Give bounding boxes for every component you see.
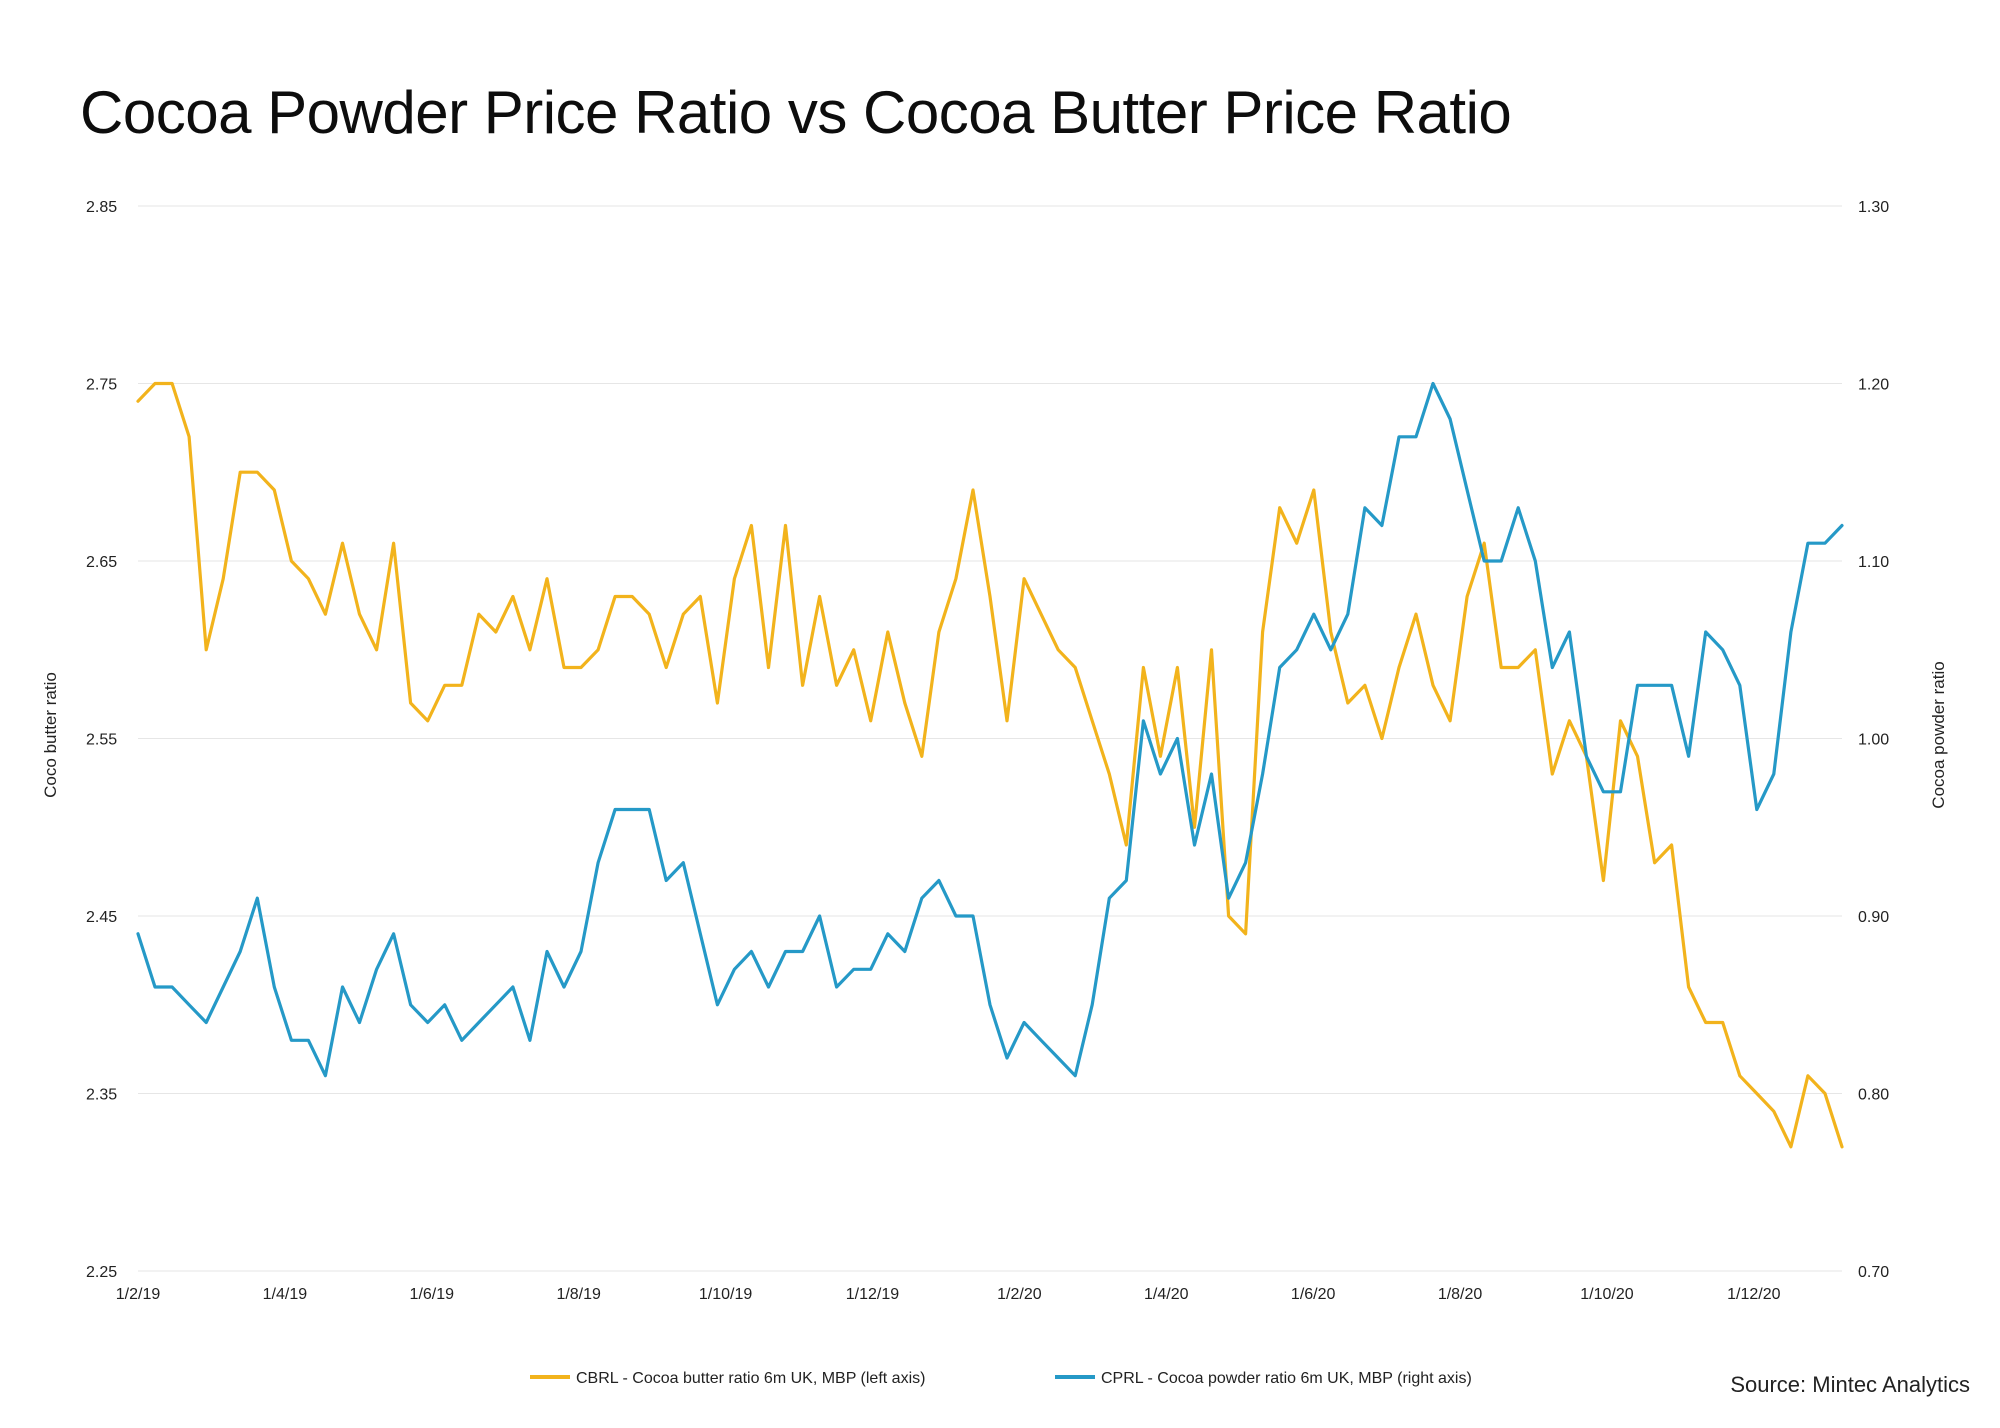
right-tick-label: 1.00	[1858, 732, 1889, 749]
right-tick-label: 0.80	[1858, 1087, 1889, 1104]
left-tick-label: 2.85	[86, 199, 117, 216]
right-tick-label: 0.90	[1858, 909, 1889, 926]
legend-item-powder: CPRL - Cocoa powder ratio 6m UK, MBP (ri…	[1055, 1370, 1472, 1387]
source-note: Source: Mintec Analytics	[1730, 1372, 1970, 1397]
x-tick-label: 1/6/20	[1291, 1286, 1336, 1303]
left-tick-label: 2.35	[86, 1087, 117, 1104]
left-tick-label: 2.75	[86, 377, 117, 394]
legend-item-butter: CBRL - Cocoa butter ratio 6m UK, MBP (le…	[530, 1370, 925, 1387]
series-line-cocoa-butter	[136, 381, 1844, 1149]
series-line-cocoa-powder	[136, 381, 1844, 1078]
left-tick-label: 2.45	[86, 909, 117, 926]
x-tick-label: 1/12/20	[1727, 1286, 1780, 1303]
left-tick-label: 2.25	[86, 1264, 117, 1281]
legend-label-butter: CBRL - Cocoa butter ratio 6m UK, MBP (le…	[576, 1370, 925, 1387]
x-tick-label: 1/2/20	[997, 1286, 1042, 1303]
x-tick-label: 1/4/19	[263, 1286, 308, 1303]
left-axis-ticks: 2.85 2.75 2.65 2.55 2.45 2.35 2.25	[86, 199, 117, 1281]
right-tick-label: 1.20	[1858, 377, 1889, 394]
x-tick-label: 1/8/20	[1438, 1286, 1483, 1303]
right-axis-ticks: 1.30 1.20 1.10 1.00 0.90 0.80 0.70	[1858, 199, 1889, 1281]
chart-title: Cocoa Powder Price Ratio vs Cocoa Butter…	[80, 79, 1512, 146]
left-tick-label: 2.65	[86, 554, 117, 571]
right-axis-title: Cocoa powder ratio	[1929, 661, 1948, 808]
x-tick-label: 1/10/19	[699, 1286, 752, 1303]
legend-label-powder: CPRL - Cocoa powder ratio 6m UK, MBP (ri…	[1101, 1370, 1472, 1387]
x-tick-label: 1/4/20	[1144, 1286, 1189, 1303]
x-tick-label: 1/10/20	[1580, 1286, 1633, 1303]
right-tick-label: 0.70	[1858, 1264, 1889, 1281]
x-tick-label: 1/12/19	[846, 1286, 899, 1303]
gridlines	[138, 205, 1842, 1272]
x-tick-label: 1/8/19	[556, 1286, 601, 1303]
right-tick-label: 1.10	[1858, 554, 1889, 571]
x-tick-label: 1/2/19	[116, 1286, 161, 1303]
left-axis-title: Coco butter ratio	[41, 672, 60, 798]
right-tick-label: 1.30	[1858, 199, 1889, 216]
left-tick-label: 2.55	[86, 732, 117, 749]
x-tick-label: 1/6/19	[410, 1286, 455, 1303]
series-lines	[136, 381, 1844, 1149]
legend: CBRL - Cocoa butter ratio 6m UK, MBP (le…	[530, 1370, 1472, 1387]
x-axis-ticks: 1/2/19 1/4/19 1/6/19 1/8/19 1/10/19 1/12/19 1/…	[116, 1286, 1781, 1303]
